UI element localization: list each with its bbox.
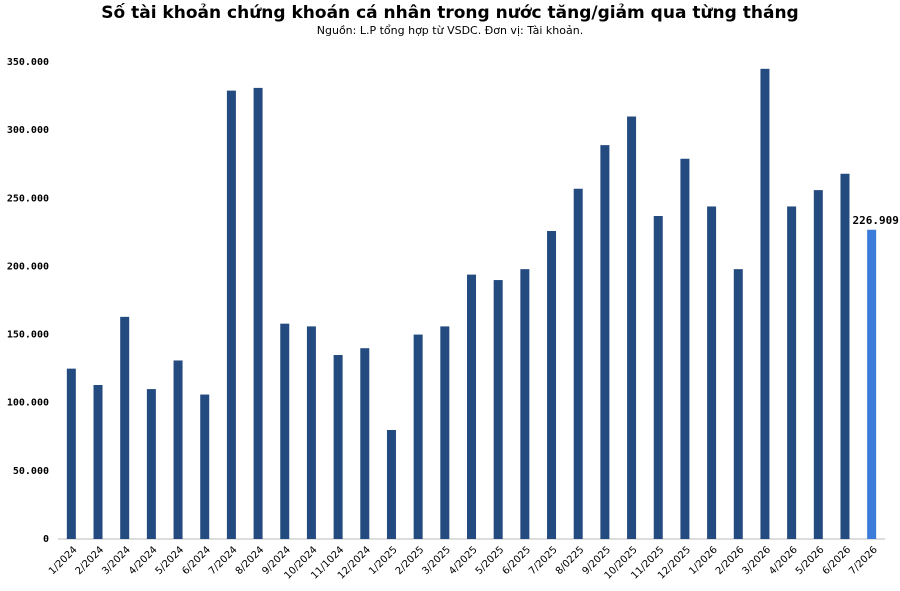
x-tick-label: 1/2026	[687, 544, 720, 577]
bar	[493, 280, 503, 539]
bar	[760, 68, 770, 540]
x-tick-label: 8/0225	[554, 544, 587, 577]
bar	[733, 269, 743, 539]
bar	[627, 116, 637, 539]
bar	[653, 216, 663, 539]
y-tick-label: 100.000	[7, 398, 49, 409]
x-tick-label: 2/2026	[714, 544, 747, 577]
bar	[520, 269, 530, 539]
y-tick-label: 250.000	[7, 193, 49, 204]
bar	[226, 90, 236, 540]
bar	[813, 190, 823, 539]
x-tick-label: 3/2024	[100, 544, 133, 577]
bar	[66, 368, 76, 539]
bar	[333, 355, 343, 539]
bar	[93, 384, 103, 539]
bar	[306, 326, 316, 539]
chart-title: Số tài khoản chứng khoán cá nhân trong n…	[101, 2, 798, 23]
x-tick-label: 6/2025	[500, 544, 533, 577]
bar	[707, 206, 717, 539]
y-tick-label: 350.000	[7, 57, 49, 68]
bar	[840, 173, 850, 540]
x-tick-label: 1/2025	[367, 544, 400, 577]
x-tick-label: 5/2026	[794, 544, 827, 577]
x-tick-label: 2/2025	[394, 544, 427, 577]
x-tick-label: 5/2025	[474, 544, 507, 577]
y-tick-label: 50.000	[13, 466, 49, 477]
x-tick-label: 2/2024	[74, 544, 107, 577]
x-tick-label: 5/2024	[154, 544, 187, 577]
bar	[680, 158, 690, 539]
bar	[200, 394, 210, 539]
y-tick-label: 300.000	[7, 125, 49, 136]
x-tick-label: 4/2025	[447, 544, 480, 577]
x-tick-label: 3/2026	[741, 544, 774, 577]
x-tick-label: 6/2024	[180, 544, 213, 577]
x-tick-label: 3/2025	[420, 544, 453, 577]
bar	[120, 316, 130, 539]
bar	[413, 334, 423, 539]
bar	[467, 274, 476, 539]
data-label: 226.909	[852, 214, 898, 227]
x-tick-label: 6/2026	[821, 544, 854, 577]
y-tick-label: 150.000	[7, 330, 49, 341]
bar	[787, 206, 797, 539]
bar	[173, 360, 183, 539]
bar	[253, 87, 263, 539]
bar	[386, 429, 396, 539]
y-tick-label: 0	[43, 534, 49, 545]
bar	[146, 389, 156, 539]
bar	[280, 323, 290, 539]
x-tick-label: 4/2024	[127, 544, 160, 577]
y-tick-label: 200.000	[7, 261, 49, 272]
x-tick-label: 7/2026	[847, 544, 880, 577]
x-tick-label: 4/2026	[767, 544, 800, 577]
chart-subtitle: Nguồn: L.P tổng hợp từ VSDC. Đơn vị: Tài…	[317, 24, 583, 37]
bar	[600, 145, 610, 540]
bar	[440, 326, 450, 539]
x-tick-label: 7/2024	[207, 544, 240, 577]
x-tick-label: 7/2025	[527, 544, 560, 577]
x-tick-label: 1/2024	[47, 544, 80, 577]
x-tick-label: 8/2024	[234, 544, 267, 577]
bar	[573, 188, 583, 539]
bar	[360, 348, 370, 539]
bar	[867, 229, 877, 540]
bar	[547, 230, 557, 539]
